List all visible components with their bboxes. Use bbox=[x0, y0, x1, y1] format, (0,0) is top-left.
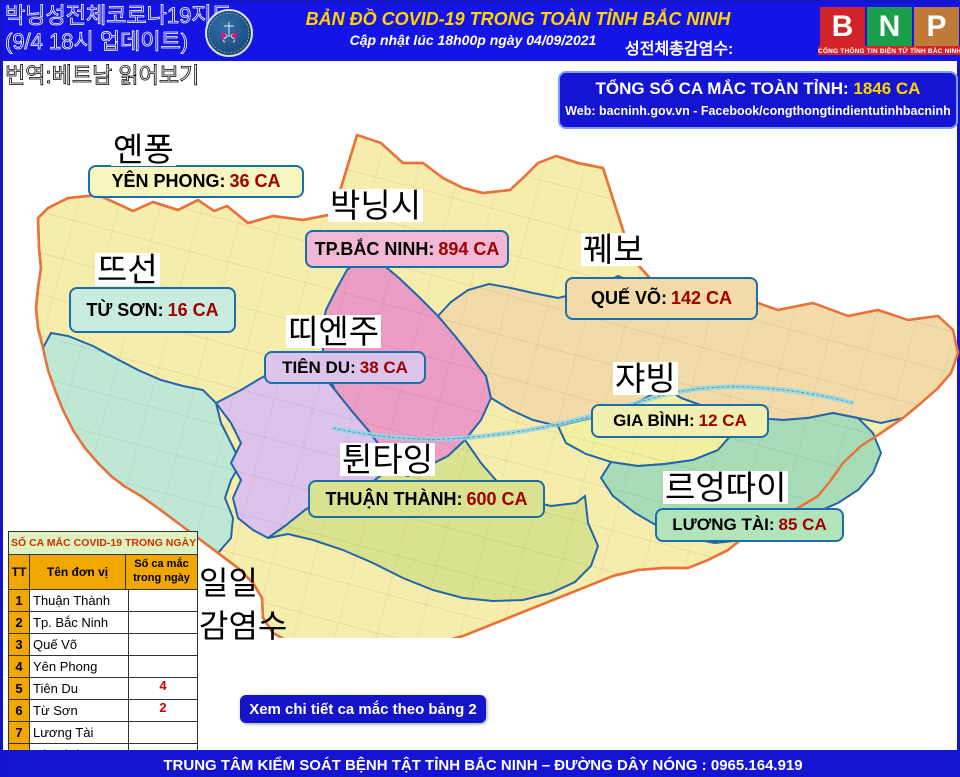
svg-text:(9/4 18시 업데이트): (9/4 18시 업데이트) bbox=[5, 29, 188, 54]
svg-text:번역:베트남 읽어보기: 번역:베트남 읽어보기 bbox=[5, 63, 199, 88]
svg-text:박닝성전체코로나19지도: 박닝성전체코로나19지도 bbox=[5, 3, 232, 28]
